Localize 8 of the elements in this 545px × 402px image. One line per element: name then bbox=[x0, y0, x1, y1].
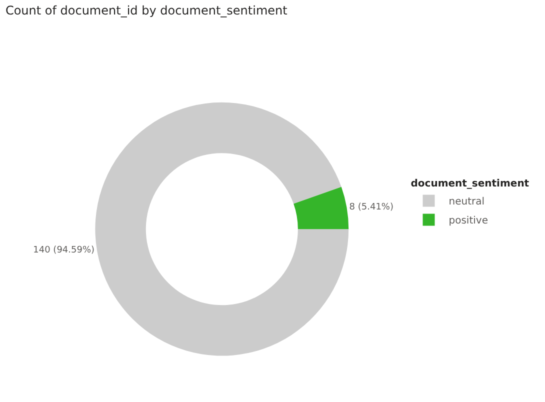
donut-slice bbox=[95, 102, 349, 356]
chart-title: Count of document_id by document_sentiment bbox=[5, 3, 288, 18]
legend-title: document_sentiment bbox=[410, 178, 530, 190]
data-label: 8 (5.41%) bbox=[349, 202, 394, 213]
legend-label: neutral bbox=[448, 196, 485, 208]
data-label: 140 (94.59%) bbox=[33, 246, 95, 256]
donut-slice bbox=[294, 186, 349, 230]
legend-label: positive bbox=[448, 216, 488, 227]
